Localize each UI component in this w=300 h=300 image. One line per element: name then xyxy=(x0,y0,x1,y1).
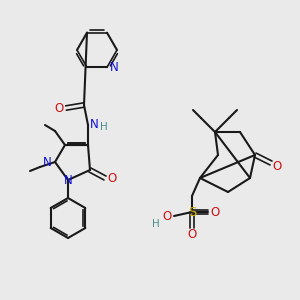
Text: N: N xyxy=(90,118,99,131)
Text: O: O xyxy=(188,229,196,242)
Text: H: H xyxy=(152,219,160,229)
Text: N: N xyxy=(43,155,51,169)
Text: N: N xyxy=(110,61,119,74)
Text: O: O xyxy=(210,206,220,218)
Text: H: H xyxy=(100,122,108,132)
Text: N: N xyxy=(64,175,72,188)
Text: S: S xyxy=(188,206,196,218)
Text: O: O xyxy=(162,209,172,223)
Text: O: O xyxy=(54,101,64,115)
Text: O: O xyxy=(272,160,282,173)
Text: O: O xyxy=(107,172,117,184)
